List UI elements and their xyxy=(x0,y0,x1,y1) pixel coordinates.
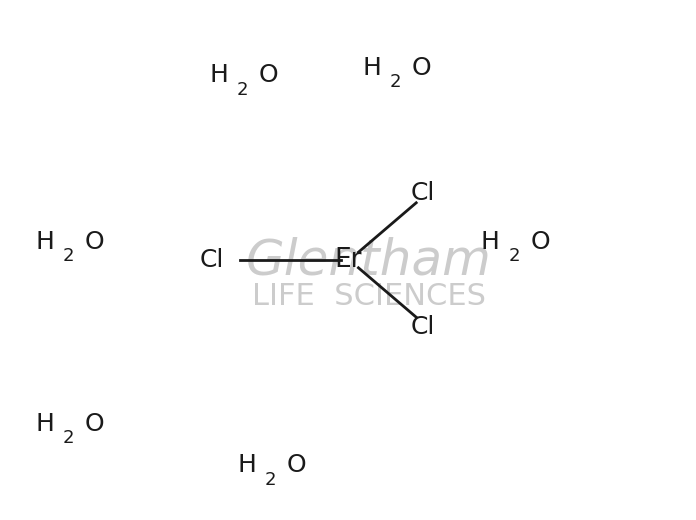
Text: H: H xyxy=(363,56,381,80)
Text: O: O xyxy=(412,56,432,80)
Text: H: H xyxy=(35,230,54,254)
Text: O: O xyxy=(530,230,550,254)
Text: 2: 2 xyxy=(390,73,402,91)
Text: O: O xyxy=(287,453,306,477)
Text: O: O xyxy=(85,412,104,436)
Text: 2: 2 xyxy=(63,248,74,265)
Text: LIFE  SCIENCES: LIFE SCIENCES xyxy=(252,282,486,311)
Text: 2: 2 xyxy=(63,430,74,447)
Text: Cl: Cl xyxy=(200,248,225,272)
Text: Glentham: Glentham xyxy=(246,236,492,284)
Text: O: O xyxy=(259,63,278,87)
Text: 2: 2 xyxy=(237,81,248,99)
Text: Er: Er xyxy=(334,247,362,273)
Text: H: H xyxy=(209,63,228,87)
Text: Cl: Cl xyxy=(411,315,436,339)
Text: Cl: Cl xyxy=(411,181,436,205)
Text: H: H xyxy=(35,412,54,436)
Text: 2: 2 xyxy=(264,471,276,489)
Text: H: H xyxy=(237,453,256,477)
Text: O: O xyxy=(85,230,104,254)
Text: H: H xyxy=(481,230,500,254)
Text: 2: 2 xyxy=(508,248,520,265)
